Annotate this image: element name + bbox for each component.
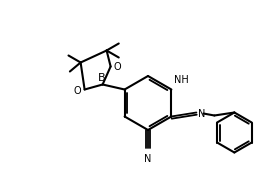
Text: O: O [74, 85, 82, 95]
Text: N: N [198, 108, 206, 119]
Text: B: B [98, 73, 105, 83]
Text: O: O [114, 61, 121, 71]
Text: NH: NH [174, 75, 189, 85]
Text: N: N [144, 154, 152, 164]
